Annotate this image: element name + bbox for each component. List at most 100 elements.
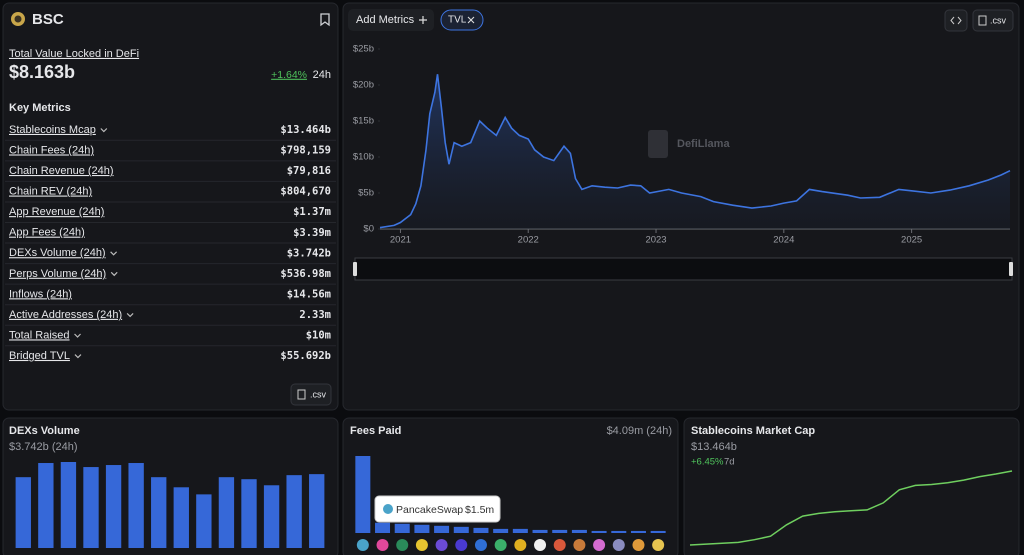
protocol-icon	[553, 539, 566, 551]
panel-title: DEXs Volume	[9, 425, 80, 437]
metric-label[interactable]: Chain Revenue (24h)	[9, 165, 114, 177]
panel-subtitle: $13.464b	[691, 441, 737, 453]
csv-icon	[978, 15, 987, 26]
metric-label[interactable]: Perps Volume (24h)	[9, 268, 106, 280]
chain-title: BSC	[32, 11, 64, 28]
metric-label[interactable]: Total Raised	[9, 329, 70, 341]
range-handle[interactable]	[1009, 262, 1013, 276]
tooltip	[374, 495, 501, 523]
panel-change: +6.45%	[691, 457, 724, 468]
protocol-icon	[534, 539, 547, 551]
bar	[493, 528, 509, 533]
y-tick-label: $25b	[353, 44, 374, 55]
csv-button[interactable]	[290, 383, 332, 406]
bar	[241, 479, 257, 548]
protocol-icon	[356, 539, 369, 551]
bar	[263, 485, 280, 548]
range-slider[interactable]	[354, 257, 1013, 281]
tvl-period: 24h	[313, 69, 331, 81]
protocol-icon	[415, 539, 428, 551]
add-metrics-label: Add Metrics	[356, 14, 415, 26]
dropdown-chevron	[126, 313, 134, 318]
bar	[434, 525, 450, 533]
metric-value: $798,159	[280, 145, 331, 157]
bar	[15, 477, 31, 548]
metric-value: $804,670	[280, 186, 331, 198]
dropdown-chevron	[74, 333, 81, 338]
bar	[375, 522, 391, 533]
metric-label[interactable]: Inflows (24h)	[9, 288, 72, 300]
bar	[611, 530, 627, 533]
protocol-icon	[376, 539, 389, 551]
bar	[105, 465, 122, 548]
bar	[591, 530, 607, 533]
remove-icon[interactable]	[467, 16, 475, 24]
stable-panel	[683, 417, 1020, 555]
x-tick-label: 2024	[773, 235, 794, 246]
csv-icon	[297, 389, 306, 400]
bar	[38, 463, 54, 548]
tvl-line	[379, 74, 1011, 229]
bookmark-button[interactable]	[320, 13, 330, 27]
protocol-icon	[593, 539, 606, 551]
fees-panel	[342, 417, 679, 555]
embed-icon	[950, 16, 962, 25]
protocol-icon	[435, 539, 448, 551]
metric-label[interactable]: Stablecoins Mcap	[9, 124, 96, 136]
bar	[571, 529, 587, 533]
y-tick-label: $5b	[358, 188, 374, 199]
metric-label[interactable]: DEXs Volume (24h)	[9, 247, 106, 259]
bar	[309, 474, 325, 548]
panel-period: 7d	[724, 457, 735, 468]
bar	[128, 463, 144, 548]
metric-label[interactable]: App Revenue (24h)	[9, 206, 104, 218]
bar	[286, 475, 302, 548]
area-fill	[380, 74, 1010, 229]
dropdown-chevron	[100, 128, 108, 133]
watermark: DefiLlama	[677, 138, 730, 150]
metric-label[interactable]: App Fees (24h)	[9, 227, 85, 239]
metric-label[interactable]: Bridged TVL	[9, 350, 70, 362]
protocol-icon	[632, 539, 645, 551]
bar	[394, 523, 410, 533]
metric-value: $536.98m	[280, 268, 331, 280]
y-tick-label: $10b	[353, 152, 374, 163]
y-tick-label: $0	[363, 224, 374, 235]
range-handle[interactable]	[353, 262, 357, 276]
add-metrics-button[interactable]	[348, 9, 434, 31]
tvl-value: $8.163b	[9, 62, 75, 82]
x-tick-label: 2025	[901, 235, 922, 246]
protocol-icon	[652, 539, 665, 551]
bar	[60, 462, 77, 548]
metric-label[interactable]: Chain Fees (24h)	[9, 144, 94, 156]
metric-label[interactable]: Active Addresses (24h)	[9, 309, 122, 321]
panel-subtitle: $4.09m (24h)	[607, 425, 672, 437]
key-metrics-title: Key Metrics	[9, 102, 71, 114]
tvl-pill-label: TVL	[448, 15, 467, 26]
bar	[650, 530, 666, 533]
metric-value: $3.39m	[293, 227, 331, 239]
embed-button[interactable]	[944, 9, 968, 32]
tooltip-value: $1.5m	[465, 504, 494, 516]
dropdown-chevron	[110, 251, 118, 256]
metric-label[interactable]: Chain REV (24h)	[9, 186, 92, 198]
bar	[473, 527, 489, 533]
y-tick-label: $15b	[353, 116, 374, 127]
bar	[512, 528, 528, 533]
tvl-label: Total Value Locked in DeFi	[9, 48, 139, 60]
chart-csv-button[interactable]	[972, 9, 1014, 32]
csv-label: .csv	[310, 389, 327, 399]
protocol-icon	[573, 539, 586, 551]
tvl-pill[interactable]	[440, 9, 484, 31]
stablecoin-line	[689, 470, 1013, 546]
metric-value: $14.56m	[287, 288, 331, 300]
x-tick-label: 2021	[390, 235, 411, 246]
metric-value: $79,816	[287, 165, 331, 177]
bar	[532, 529, 548, 533]
watermark-logo	[648, 130, 668, 158]
protocol-icon	[396, 539, 409, 551]
bar	[552, 529, 568, 533]
protocol-icon	[494, 539, 507, 551]
tooltip-label: PancakeSwap	[396, 504, 463, 516]
